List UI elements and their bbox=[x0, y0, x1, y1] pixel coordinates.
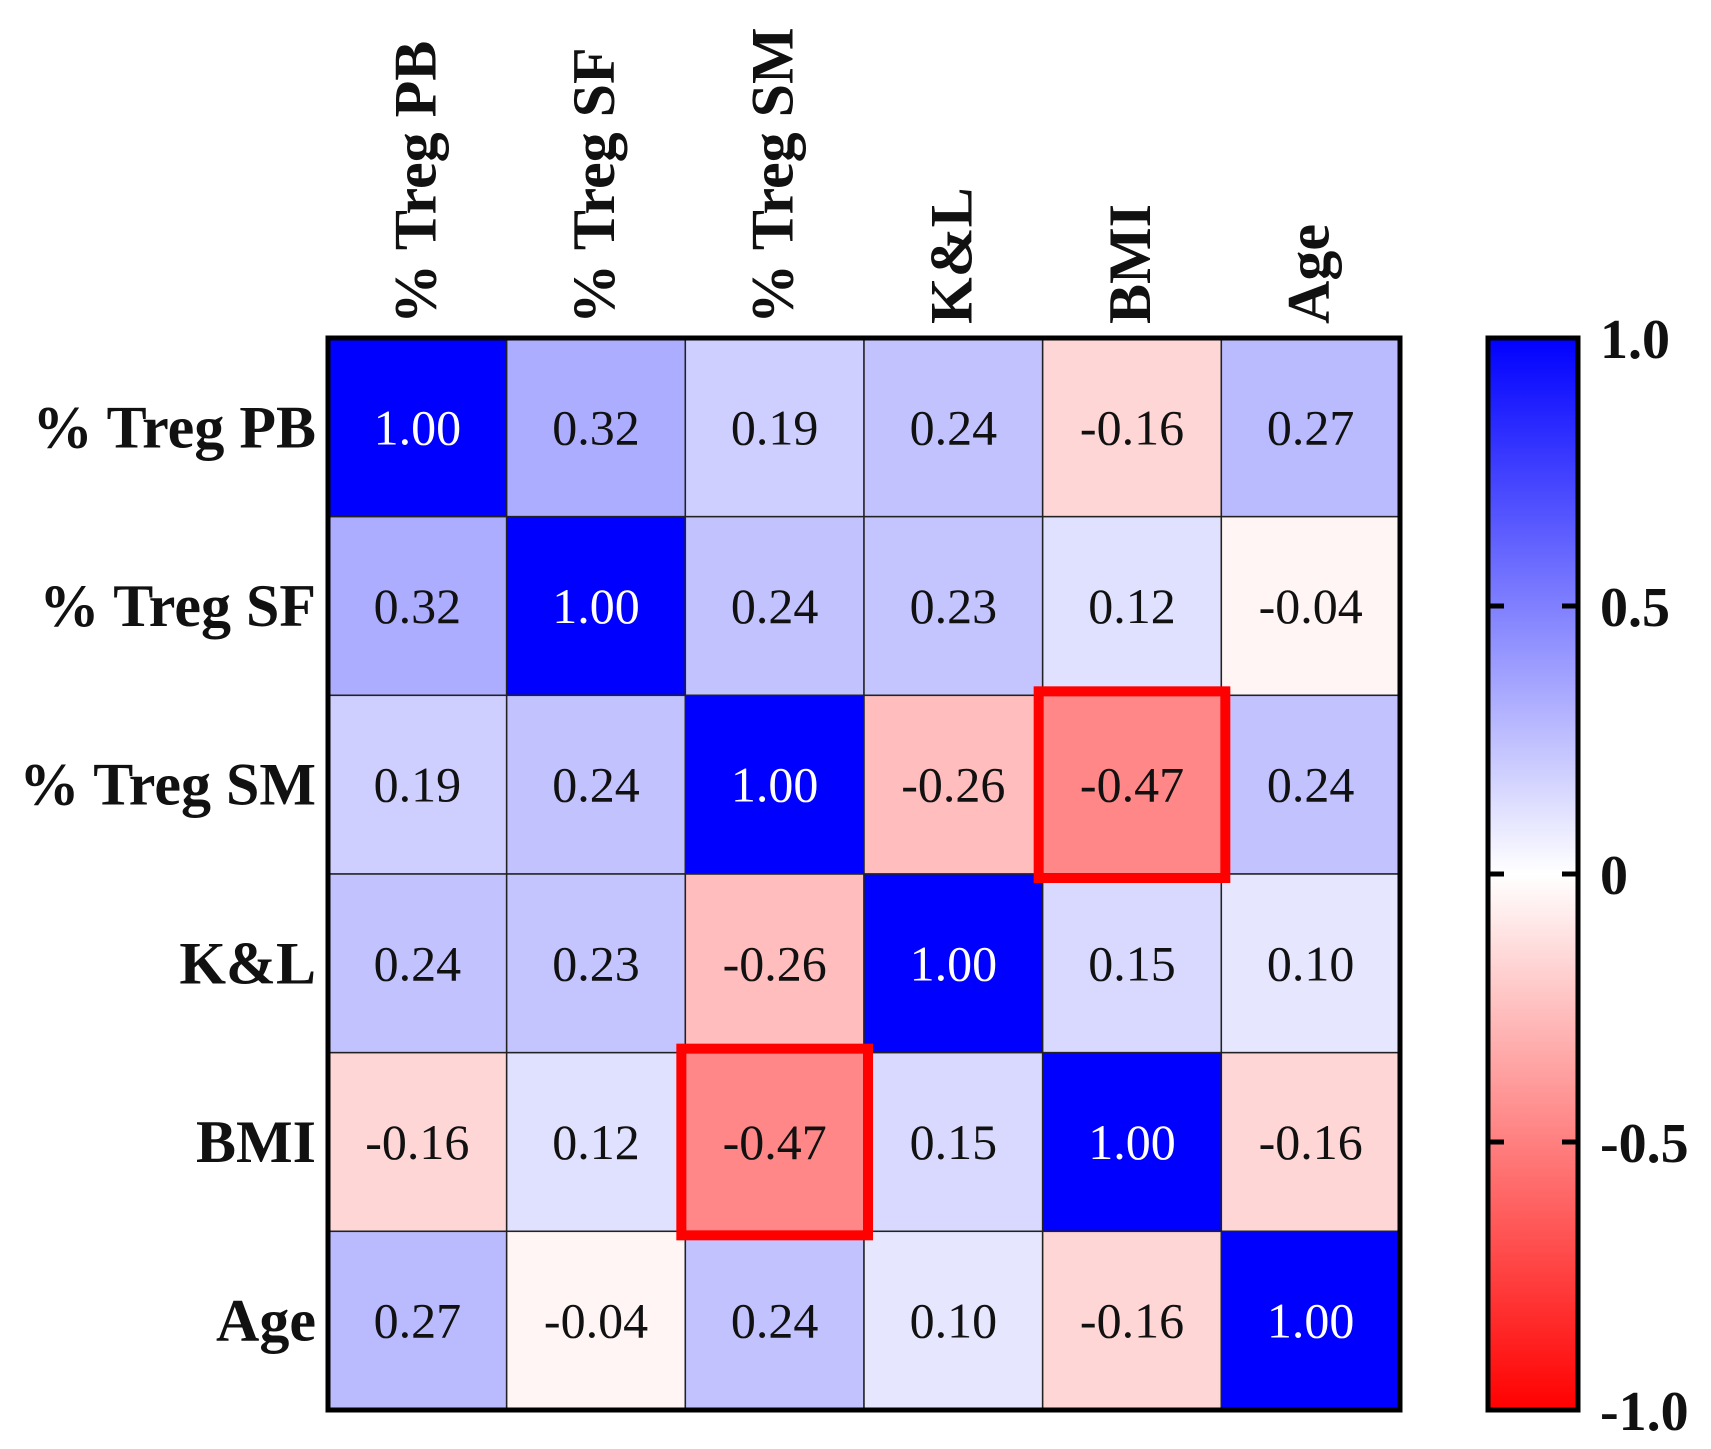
heatmap-cell bbox=[505, 515, 687, 697]
colorbar-tick-label: 0.5 bbox=[1600, 577, 1670, 639]
cell-value-label: 0.10 bbox=[1267, 935, 1355, 991]
heatmap-cell bbox=[863, 1051, 1044, 1233]
heatmap-cell bbox=[327, 1230, 508, 1411]
heatmap-cell bbox=[1220, 515, 1401, 697]
cell-value-label: 0.19 bbox=[374, 757, 462, 813]
cell-value-label: 0.23 bbox=[910, 578, 998, 634]
cell-value-label: 0.12 bbox=[1088, 578, 1176, 634]
cell-value-label: 0.24 bbox=[552, 757, 640, 813]
heatmap-cell bbox=[863, 337, 1044, 518]
cell-value-label: 1.00 bbox=[374, 399, 462, 455]
cell-value-label: 1.00 bbox=[1267, 1293, 1355, 1349]
heatmap-cell bbox=[327, 1051, 508, 1233]
cell-value-label: 1.00 bbox=[910, 935, 998, 991]
heatmap-cell bbox=[505, 694, 687, 875]
cell-value-label: 0.24 bbox=[910, 399, 998, 455]
cell-value-label: 0.32 bbox=[374, 578, 462, 634]
colorbar-tick-label: -0.5 bbox=[1600, 1113, 1689, 1175]
highlight-boxes bbox=[676, 686, 1231, 1241]
heatmap-cell bbox=[1041, 873, 1223, 1054]
column-label: K&L bbox=[918, 187, 984, 324]
heatmap-cell bbox=[327, 873, 508, 1054]
cell-value-label: -0.26 bbox=[901, 757, 1005, 813]
cell-value-label: 0.24 bbox=[374, 935, 462, 991]
heatmap-cell bbox=[863, 515, 1044, 697]
cell-value-label: 0.27 bbox=[374, 1293, 462, 1349]
row-label: % Treg SM bbox=[19, 752, 316, 818]
heatmap-cell bbox=[1220, 1230, 1401, 1411]
cell-value-label: 0.24 bbox=[1267, 757, 1355, 813]
column-labels: % Treg PB % Treg SF % Treg SM K&L BMI Age bbox=[382, 27, 1341, 324]
colorbar-ticks: 1.0 0.5 0 -0.5 -1.0 bbox=[1488, 309, 1689, 1443]
cell-value-label: 1.00 bbox=[1088, 1114, 1176, 1170]
cell-value-label: 0.23 bbox=[552, 935, 640, 991]
heatmap-cells: 1.00 0.32 0.19 0.24 -0.16 0.27 0.32 1.00 0.24 0.2… bbox=[327, 337, 1401, 1411]
heatmap-cell bbox=[684, 1051, 865, 1233]
cell-value-label: -0.26 bbox=[723, 935, 827, 991]
column-label: % Treg SM bbox=[740, 27, 806, 324]
cell-value-label: 1.00 bbox=[731, 757, 819, 813]
cell-value-label: -0.04 bbox=[544, 1293, 648, 1349]
cell-value-label: 0.15 bbox=[910, 1114, 998, 1170]
heatmap-cell bbox=[1220, 337, 1401, 518]
column-label: Age bbox=[1276, 224, 1342, 324]
heatmap-cell bbox=[1041, 694, 1223, 875]
highlight-box bbox=[1033, 686, 1231, 883]
colorbar-tick-label: 0 bbox=[1600, 845, 1628, 907]
cell-value-label: -0.47 bbox=[723, 1114, 827, 1170]
heatmap-cell bbox=[684, 694, 865, 875]
cell-value-label: -0.16 bbox=[1080, 1293, 1184, 1349]
cell-value-label: 0.19 bbox=[731, 399, 819, 455]
heatmap-cell bbox=[684, 873, 865, 1054]
cell-value-label: 0.12 bbox=[552, 1114, 640, 1170]
heatmap-cell bbox=[327, 694, 508, 875]
cell-value-label: 0.24 bbox=[731, 578, 819, 634]
row-label: K&L bbox=[179, 930, 316, 996]
cell-value-label: 0.32 bbox=[552, 399, 640, 455]
row-label: Age bbox=[216, 1288, 316, 1354]
cell-value-label: 1.00 bbox=[552, 578, 640, 634]
cell-value-label: -0.16 bbox=[1259, 1114, 1363, 1170]
column-label: % Treg PB bbox=[382, 41, 448, 324]
heatmap-cell bbox=[505, 873, 687, 1054]
cell-value-label: 0.10 bbox=[910, 1293, 998, 1349]
cell-value-label: -0.47 bbox=[1080, 757, 1184, 813]
colorbar-tick-label: -1.0 bbox=[1600, 1381, 1689, 1443]
colorbar: 1.0 0.5 0 -0.5 -1.0 bbox=[1485, 309, 1689, 1443]
colorbar-tick-label: 1.0 bbox=[1600, 309, 1670, 371]
heatmap-cell bbox=[1041, 1051, 1223, 1233]
row-labels: % Treg PB % Treg SF % Treg SM K&L BMI Age bbox=[19, 394, 316, 1353]
heatmap-cell bbox=[1041, 337, 1223, 518]
heatmap-cell bbox=[863, 694, 1044, 875]
column-label: % Treg SF bbox=[561, 47, 627, 324]
cell-value-label: 0.27 bbox=[1267, 399, 1355, 455]
cell-value-label: 0.15 bbox=[1088, 935, 1176, 991]
row-label: BMI bbox=[196, 1109, 316, 1175]
row-label: % Treg PB bbox=[33, 394, 316, 460]
cell-value-label: -0.04 bbox=[1259, 578, 1363, 634]
row-label: % Treg SF bbox=[39, 573, 316, 639]
heatmap-cell bbox=[505, 337, 687, 518]
cell-value-label: -0.16 bbox=[365, 1114, 469, 1170]
heatmap-frame bbox=[325, 335, 1403, 1413]
cell-value-label: -0.16 bbox=[1080, 399, 1184, 455]
highlight-box bbox=[676, 1043, 873, 1241]
heatmap-cell bbox=[863, 873, 1044, 1054]
heatmap-cell bbox=[327, 337, 508, 518]
cell-value-label: 0.24 bbox=[731, 1293, 819, 1349]
heatmap-cell bbox=[1041, 1230, 1223, 1411]
column-label: BMI bbox=[1097, 204, 1163, 324]
